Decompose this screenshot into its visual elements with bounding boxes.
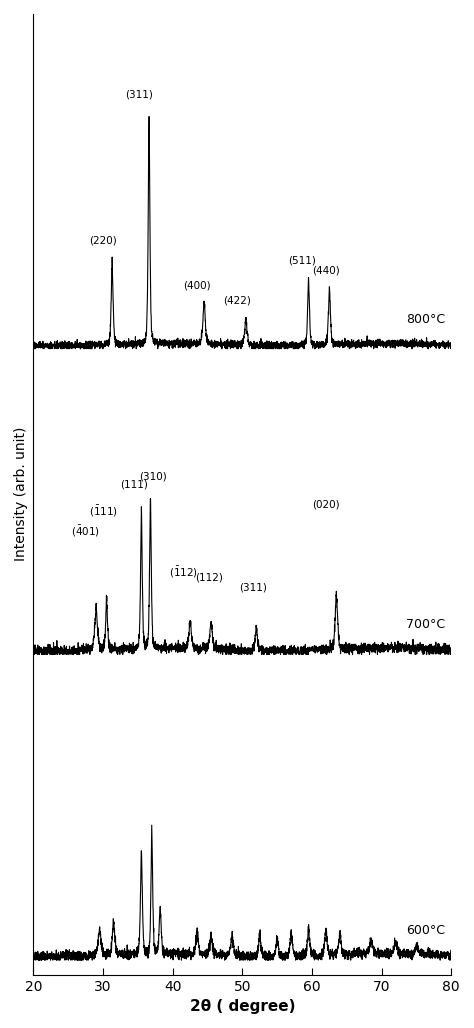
- Text: (311): (311): [125, 89, 153, 99]
- Text: (020): (020): [312, 500, 340, 510]
- Text: (440): (440): [312, 265, 340, 276]
- Text: (400): (400): [183, 281, 211, 290]
- X-axis label: 2θ ( degree): 2θ ( degree): [190, 999, 295, 1014]
- Text: $(\bar{4}01)$: $(\bar{4}01)$: [71, 524, 100, 540]
- Text: (112): (112): [195, 572, 223, 582]
- Text: 800°C: 800°C: [406, 313, 445, 326]
- Text: (310): (310): [139, 471, 167, 481]
- Text: (422): (422): [224, 296, 251, 306]
- Text: 700°C: 700°C: [406, 618, 445, 631]
- Text: (111): (111): [120, 479, 148, 489]
- Text: (511): (511): [288, 256, 316, 266]
- Y-axis label: Intensity (arb. unit): Intensity (arb. unit): [14, 427, 28, 561]
- Text: (220): (220): [89, 235, 117, 246]
- Text: $(\bar{1}11)$: $(\bar{1}11)$: [89, 505, 118, 519]
- Text: (311): (311): [239, 582, 267, 592]
- Text: $(\bar{1}12)$: $(\bar{1}12)$: [169, 564, 198, 580]
- Text: 600°C: 600°C: [406, 924, 445, 937]
